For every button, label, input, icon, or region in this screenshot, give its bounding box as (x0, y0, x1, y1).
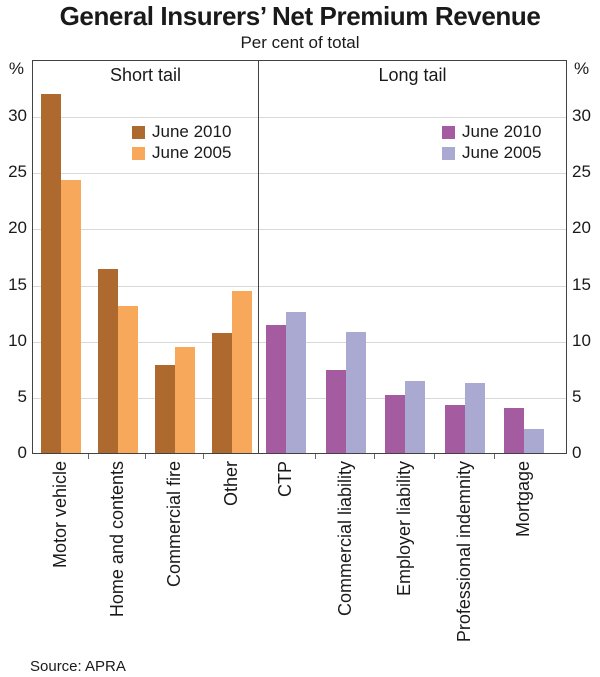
x-axis-label-text: Motor vehicle (50, 461, 70, 569)
bar-employer-liability-june-2005 (405, 381, 425, 453)
x-axis-tick (315, 454, 316, 459)
chart-title: General Insurers’ Net Premium Revenue (59, 1, 541, 31)
legend-item-june-2010: June 2010 (132, 122, 231, 142)
bar-home-and-contents-june-2005 (118, 306, 138, 453)
gridline-30 (33, 117, 566, 118)
x-axis-label-text: Professional indemnity (454, 461, 474, 643)
y-tick-label-left-15: 15 (8, 275, 27, 294)
y-tick-label-right-20: 20 (572, 218, 591, 237)
bar-other-june-2010 (212, 333, 232, 453)
bar-mortgage-june-2010 (504, 408, 524, 453)
y-axis-unit-left: % (8, 59, 24, 78)
bar-motor-vehicle-june-2010 (41, 94, 61, 453)
y-tick-label-right-10: 10 (572, 331, 591, 350)
legend-long-tail: June 2010 June 2005 (442, 122, 541, 164)
panel-label-long-tail: Long tail (378, 65, 447, 85)
bar-commercial-fire-june-2010 (155, 365, 175, 453)
y-tick-label-right-0: 0 (572, 443, 582, 462)
panel-divider (258, 61, 259, 453)
bar-commercial-liability-june-2005 (346, 332, 366, 453)
legend-label: June 2005 (152, 143, 232, 162)
y-tick-label-right-25: 25 (572, 162, 591, 181)
legend-label: June 2010 (152, 122, 232, 141)
legend-swatch-june-2005 (132, 146, 145, 160)
x-axis-label-text: Mortgage (513, 461, 533, 538)
bar-commercial-liability-june-2010 (326, 370, 346, 453)
chart-subtitle: Per cent of total (240, 33, 360, 52)
bar-ctp-june-2010 (266, 325, 286, 453)
y-tick-label-right-5: 5 (572, 387, 582, 406)
bar-other-june-2005 (232, 291, 252, 453)
x-axis-tick (145, 454, 146, 459)
bar-motor-vehicle-june-2005 (61, 180, 81, 453)
gridline-20 (33, 229, 566, 230)
x-axis-label-text: Home and contents (107, 461, 127, 618)
legend-swatch-june-2005 (442, 146, 455, 160)
y-tick-label-left-25: 25 (8, 162, 27, 181)
bar-professional-indemnity-june-2010 (445, 405, 465, 453)
y-tick-label-left-30: 30 (8, 106, 27, 125)
plot-area: Short tail Long tail June 2010 June 2005 … (32, 60, 567, 454)
legend-label: June 2005 (462, 143, 542, 162)
y-axis-unit-right: % (574, 59, 590, 78)
source-note: Source: APRA (30, 658, 126, 675)
legend-swatch-june-2010 (442, 125, 455, 139)
x-axis-label-text: Commercial fire (164, 461, 184, 588)
x-axis-label-text: Employer liability (394, 461, 414, 597)
x-axis-tick (203, 454, 204, 459)
legend-short-tail: June 2010 June 2005 (132, 122, 231, 164)
bar-mortgage-june-2005 (524, 429, 544, 453)
x-axis-label-text: Other (221, 461, 241, 507)
y-tick-label-left-20: 20 (8, 218, 27, 237)
gridline-25 (33, 173, 566, 174)
legend-swatch-june-2010 (132, 125, 145, 139)
y-tick-label-right-30: 30 (572, 106, 591, 125)
bar-employer-liability-june-2010 (385, 395, 405, 453)
y-tick-label-right-15: 15 (572, 275, 591, 294)
legend-item-june-2005: June 2005 (132, 143, 231, 163)
y-tick-label-left-0: 0 (17, 443, 27, 462)
x-axis-label-text: Commercial liability (335, 461, 355, 617)
x-axis-tick (88, 454, 89, 459)
x-axis-tick (374, 454, 375, 459)
bar-home-and-contents-june-2010 (98, 269, 118, 453)
legend-item-june-2005: June 2005 (442, 143, 541, 163)
legend-item-june-2010: June 2010 (442, 122, 541, 142)
bar-ctp-june-2005 (286, 312, 306, 453)
y-tick-label-left-10: 10 (8, 331, 27, 350)
x-axis-tick (434, 454, 435, 459)
bar-commercial-fire-june-2005 (175, 347, 195, 453)
x-axis-label-text: CTP (275, 461, 295, 497)
x-axis-tick (494, 454, 495, 459)
gridline-15 (33, 286, 566, 287)
bar-professional-indemnity-june-2005 (465, 383, 485, 453)
panel-label-short-tail: Short tail (109, 65, 182, 85)
y-tick-label-left-5: 5 (17, 387, 27, 406)
legend-label: June 2010 (462, 122, 542, 141)
